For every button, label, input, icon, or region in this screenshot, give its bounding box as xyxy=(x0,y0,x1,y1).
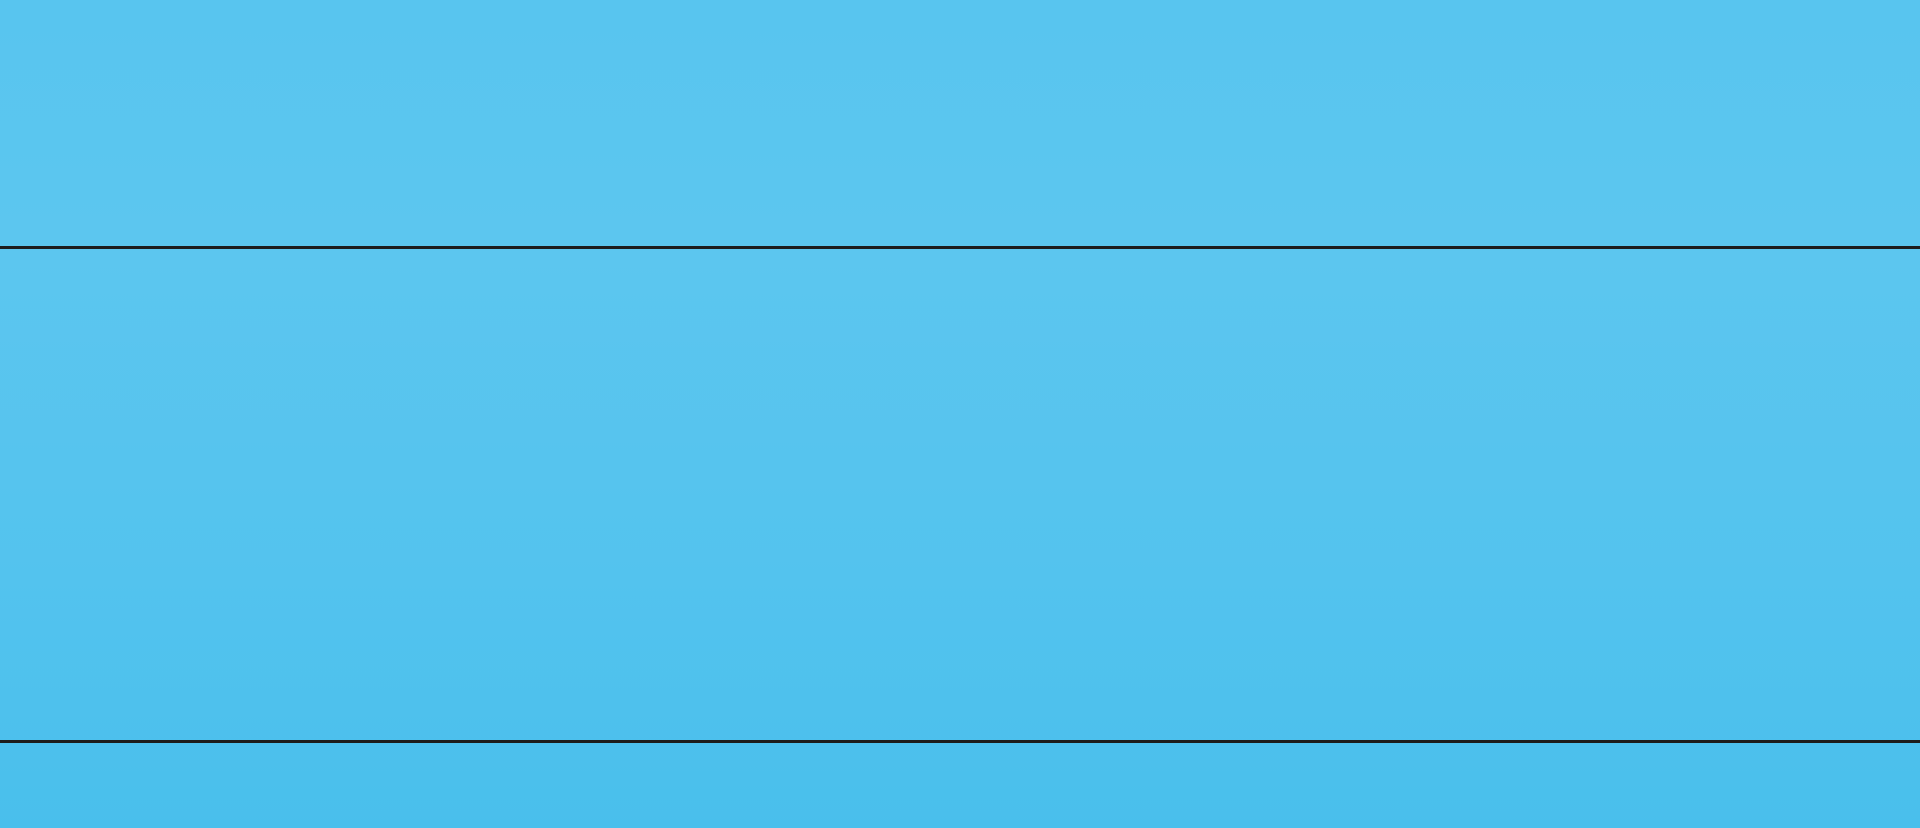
bottom-axis-line xyxy=(0,740,1920,743)
spectra-canvas xyxy=(0,248,1920,740)
top-axis-line xyxy=(0,246,1920,249)
